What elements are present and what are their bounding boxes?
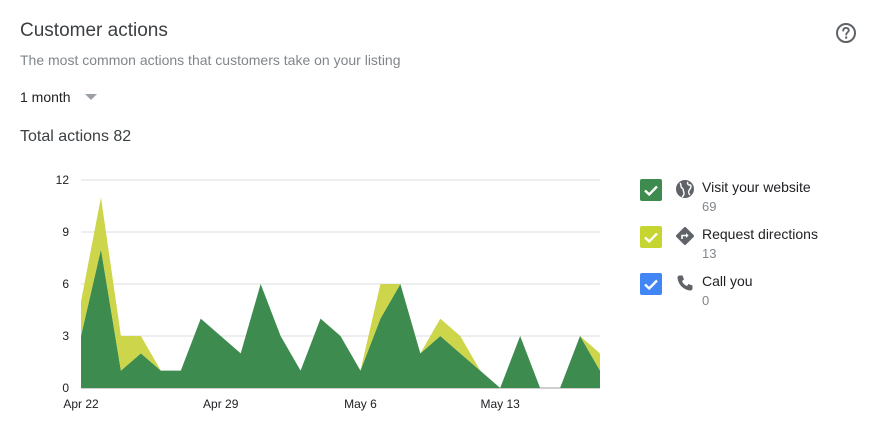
- website-label: Visit your website: [702, 179, 811, 195]
- dropdown-arrow-icon: [84, 94, 97, 100]
- help-icon[interactable]: [835, 22, 857, 44]
- total-actions-value: 82: [113, 128, 132, 145]
- chart-legend: Visit your website 69 Request directions…: [640, 176, 870, 317]
- card-subtitle: The most common actions that customers t…: [20, 52, 401, 68]
- legend-item-call: Call you 0: [640, 270, 870, 317]
- directions-count: 13: [702, 246, 717, 261]
- call-count: 0: [702, 293, 710, 308]
- legend-item-directions: Request directions 13: [640, 223, 870, 270]
- y-tick-label: 6: [62, 277, 69, 291]
- website-count: 69: [702, 199, 717, 214]
- call-label: Call you: [702, 273, 753, 289]
- period-dropdown[interactable]: 1 month: [20, 89, 97, 105]
- area-visit-your-website: [81, 249, 600, 388]
- legend-item-website: Visit your website 69: [640, 176, 870, 223]
- x-tick-label: Apr 29: [203, 397, 239, 411]
- total-actions-label: Total actions: [20, 128, 109, 145]
- y-tick-label: 9: [62, 225, 69, 239]
- call-checkbox[interactable]: [640, 273, 662, 295]
- directions-label: Request directions: [702, 226, 818, 242]
- phone-icon: [674, 272, 696, 294]
- card-title: Customer actions: [20, 20, 168, 41]
- total-actions: Total actions 82: [20, 128, 131, 146]
- y-tick-label: 0: [62, 381, 69, 395]
- period-label: 1 month: [20, 89, 71, 105]
- directions-checkbox[interactable]: [640, 226, 662, 248]
- website-checkbox[interactable]: [640, 179, 662, 201]
- x-tick-label: May 13: [481, 397, 521, 411]
- actions-area-chart: 0 3 6 9 12 Apr 22 Apr 29 May 6 May 13: [56, 173, 600, 411]
- directions-icon: [674, 225, 696, 247]
- y-tick-label: 12: [56, 173, 70, 187]
- x-tick-label: May 6: [344, 397, 377, 411]
- x-tick-label: Apr 22: [63, 397, 99, 411]
- globe-icon: [674, 178, 696, 200]
- y-tick-label: 3: [62, 329, 69, 343]
